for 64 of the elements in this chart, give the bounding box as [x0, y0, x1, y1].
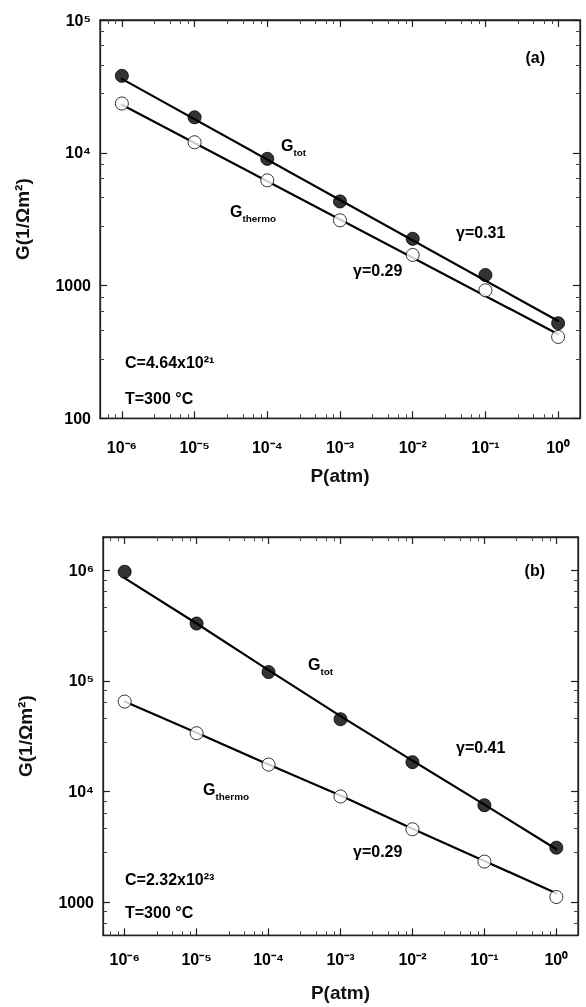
x-tick-label: 10⁻⁶ [109, 951, 140, 969]
annotation: (a) [525, 48, 545, 66]
x-tick-label: 10⁻³ [325, 439, 355, 457]
annotation: γ=0.29 [353, 261, 403, 279]
y-axis-title: G(1/Ωm²) [12, 178, 34, 261]
x-tick-label: 10⁻¹ [471, 439, 500, 457]
x-tick-label: 10⁻⁶ [106, 439, 137, 457]
x-axis-title: P(atm) [310, 465, 370, 486]
point [114, 96, 129, 111]
point [549, 840, 564, 855]
point [478, 283, 493, 298]
annotation: γ=0.31 [456, 223, 506, 241]
y-tick-label: 100 [64, 409, 92, 427]
y-axis-title: G(1/Ωm²) [15, 695, 37, 778]
annotation: T=300 °C [125, 389, 194, 407]
point [405, 231, 420, 246]
x-tick-label: 10⁻⁴ [253, 951, 284, 969]
y-tick-label: 10⁶ [68, 561, 94, 579]
point [551, 329, 566, 344]
point [405, 755, 420, 770]
annotation: (b) [524, 561, 545, 579]
point [333, 194, 347, 209]
point [114, 68, 129, 83]
point [117, 564, 132, 579]
point [405, 247, 420, 262]
point [261, 757, 276, 772]
point [551, 316, 566, 331]
y-tick-label: 10⁴ [65, 144, 92, 162]
point [478, 268, 493, 283]
y-tick-label: 10⁵ [68, 672, 94, 690]
y-tick-label: 10⁵ [65, 11, 91, 29]
point [333, 789, 348, 804]
point [189, 616, 204, 631]
x-tick-label: 10⁻⁵ [179, 439, 210, 457]
x-tick-label: 10⁰ [546, 439, 571, 457]
point [261, 665, 276, 680]
x-tick-label: 10⁻² [398, 951, 427, 969]
point [187, 135, 202, 150]
y-tick-label: 10⁴ [68, 782, 95, 800]
point [405, 822, 420, 837]
annotation: T=300 °C [125, 903, 194, 921]
point [260, 151, 275, 166]
point [477, 854, 492, 869]
annotation: C=4.64x10²¹ [125, 353, 215, 371]
point [549, 890, 564, 904]
x-tick-label: 10⁻² [398, 439, 427, 457]
x-tick-label: 10⁰ [544, 951, 569, 969]
point [333, 712, 348, 727]
point [189, 726, 204, 741]
annotation: γ=0.29 [353, 842, 403, 860]
x-tick-label: 10⁻³ [326, 951, 355, 969]
annotation: γ=0.41 [456, 738, 506, 756]
point [477, 798, 492, 813]
x-axis-title: P(atm) [310, 982, 371, 1003]
x-tick-label: 10⁻¹ [470, 951, 499, 969]
x-tick-label: 10⁻⁴ [251, 439, 283, 457]
y-tick-label: 1000 [55, 277, 92, 295]
point [260, 173, 275, 188]
x-tick-label: 10⁻⁵ [181, 951, 212, 969]
point [117, 694, 132, 709]
point [333, 213, 347, 228]
annotation: C=2.32x10²³ [125, 870, 215, 888]
point [187, 110, 202, 125]
y-tick-label: 1000 [58, 893, 95, 911]
